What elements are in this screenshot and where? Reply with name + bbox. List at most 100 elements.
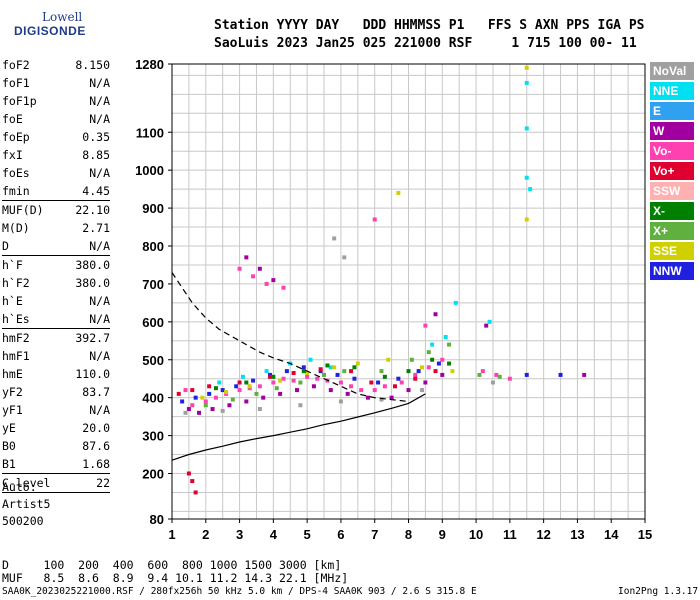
param-label: foEs [2,166,30,180]
param-row: C-level 22 [2,474,110,492]
data-point [389,395,394,400]
data-point [197,410,202,415]
legend-item: X+ [650,222,694,240]
data-point [382,374,387,379]
param-value: N/A [89,166,110,180]
param-separator [2,473,110,474]
data-point [490,380,495,385]
data-point [524,80,529,85]
data-point [433,312,438,317]
y-tick-label: 1000 [135,163,164,178]
data-point [524,372,529,377]
y-tick-label: 800 [142,239,164,254]
chart-curves [171,272,426,461]
data-point [305,374,310,379]
param-value: N/A [89,349,110,363]
data-point [318,367,323,372]
y-tick-label: 1100 [136,125,164,140]
data-point [237,380,242,385]
param-row: h`F 380.0 [2,256,110,274]
data-point [186,471,191,476]
data-point [305,371,310,376]
data-point [342,255,347,260]
data-point [227,403,232,408]
legend-item: W [650,122,694,140]
param-value: 380.0 [75,276,110,290]
data-point [325,363,330,368]
data-point [240,374,245,379]
param-row: M(D) 2.71 [2,219,110,237]
x-tick-label: 7 [371,527,378,542]
param-label: h`Es [2,312,30,326]
data-point [413,376,418,381]
data-point [379,397,384,402]
param-label: fmin [2,184,30,198]
param-value: N/A [89,112,110,126]
param-value: 110.0 [75,367,110,381]
param-label: fxI [2,148,23,162]
auto-code: 500200 [2,514,44,528]
data-point [224,389,229,394]
param-label: MUF(D) [2,203,44,217]
data-point [420,365,425,370]
data-point [298,380,303,385]
y-tick-label: 600 [142,315,164,330]
y-tick-label: 400 [142,391,164,406]
param-value: N/A [89,312,110,326]
logo-text-digisonde: DIGISONDE [14,24,86,38]
x-tick-label: 11 [503,527,517,542]
data-point [210,407,215,412]
data-point [443,335,448,339]
data-point [213,386,218,391]
data-point [497,374,502,379]
data-point [301,365,306,370]
data-point [284,369,289,374]
data-point [433,369,438,374]
param-value: 0.35 [82,130,110,144]
data-point [352,376,357,381]
param-label: hmE [2,367,23,381]
legend-item: Vo+ [650,162,694,180]
param-label: h`F2 [2,276,30,290]
data-point [271,278,276,283]
data-point [237,266,242,271]
data-point [524,126,529,131]
data-point [328,365,333,370]
data-point [213,395,218,400]
data-point [379,369,384,374]
data-point [477,372,482,377]
data-point [524,65,529,70]
data-point [298,403,303,408]
data-point [487,319,492,324]
data-point [190,479,195,484]
data-point [244,380,249,385]
data-point [406,388,411,393]
data-point [332,236,337,241]
param-row: B1 1.68 [2,455,110,473]
legend-item: NNE [650,82,694,100]
header-row-values: SaoLuis 2023 Jan25 025 221000 RSF 1 715 … [214,36,637,51]
data-point [447,361,452,366]
data-point [338,380,343,385]
data-point [582,372,587,377]
x-tick-label: 12 [536,527,550,542]
data-point [558,372,563,377]
data-point [207,384,212,389]
param-value: 83.7 [82,385,110,399]
legend-item: X- [650,202,694,220]
data-point [274,386,279,391]
legend-item: E [650,102,694,120]
param-row: foF1 N/A [2,74,110,92]
legend-item: NNW [650,262,694,280]
data-point [440,372,445,377]
data-point [396,190,401,195]
param-row: MUF(D) 22.10 [2,201,110,219]
polarization-legend: NoVal NNE E W Vo- Vo+ SSW X- X+ SSE NNW [650,62,694,282]
param-row: h`F2 380.0 [2,274,110,292]
lowell-logo: Lowell DIGISONDE [4,10,85,44]
data-point [372,217,377,222]
x-tick-label: 8 [405,527,412,542]
data-point [176,391,181,396]
distance-row: D 100 200 400 600 800 1000 1500 3000 [km… [2,558,342,572]
